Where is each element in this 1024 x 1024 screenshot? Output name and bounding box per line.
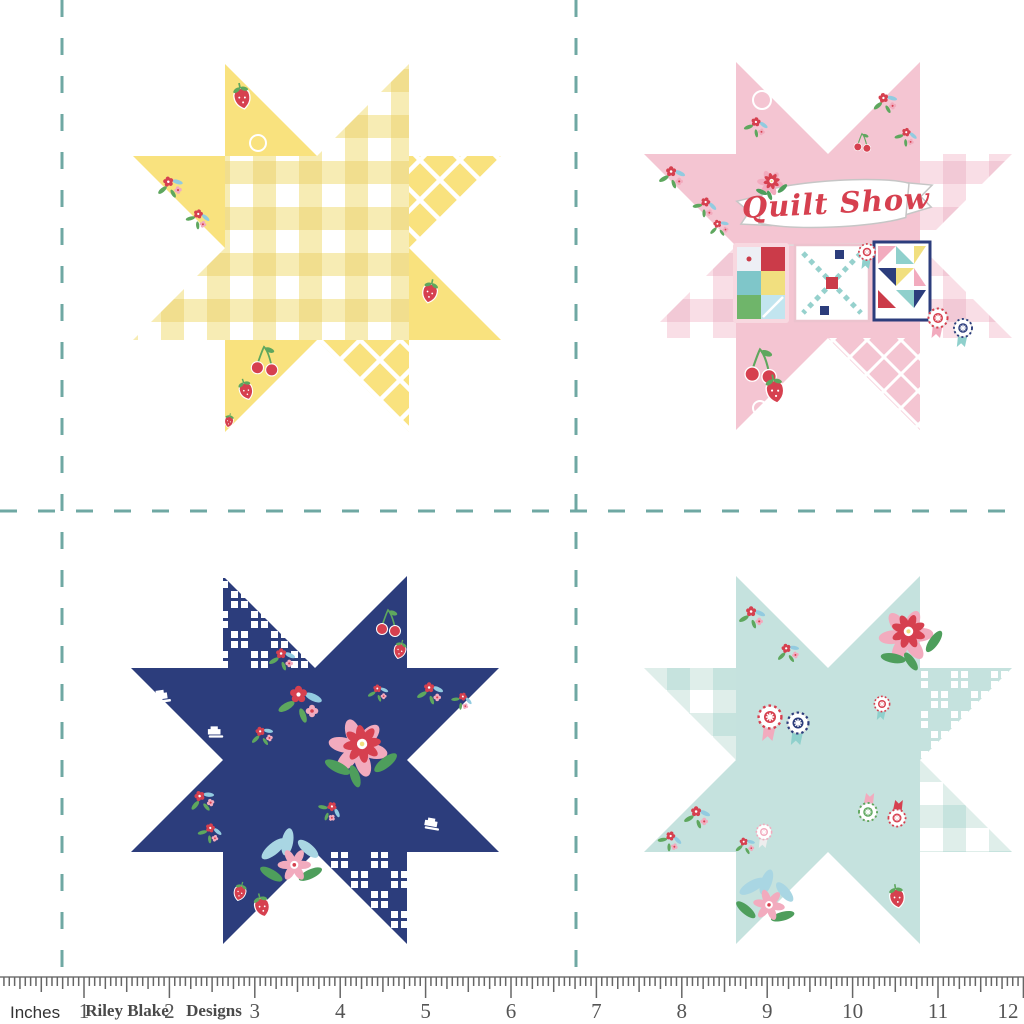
quilt-star-yellow bbox=[133, 64, 501, 432]
ruler-ticks: 1 2 3 4 5 6 7 8 9 10 11 12 bbox=[3, 977, 1024, 1023]
ruler-number: 9 bbox=[762, 999, 773, 1023]
star-point bbox=[315, 852, 407, 944]
mini-quilt-patchwork bbox=[733, 243, 789, 323]
star-point bbox=[920, 154, 1012, 246]
ruler-brand-name: Riley Blake bbox=[85, 1001, 169, 1020]
star-point bbox=[409, 156, 501, 248]
strawberry-outline-motif bbox=[752, 90, 772, 110]
star-point bbox=[315, 576, 407, 668]
ruler-number: 7 bbox=[591, 999, 602, 1023]
star-point bbox=[920, 668, 1012, 760]
flower-outline-motif bbox=[752, 400, 768, 416]
ruler-number: 10 bbox=[842, 999, 863, 1023]
star-point bbox=[736, 852, 828, 944]
cutting-guides bbox=[0, 0, 1024, 970]
mini-quilt-pinwheel bbox=[872, 240, 932, 322]
star-point bbox=[920, 760, 1012, 852]
star-point bbox=[317, 64, 409, 156]
star-point bbox=[133, 248, 225, 340]
star-point bbox=[828, 338, 920, 430]
star-point bbox=[736, 576, 828, 668]
star-point bbox=[225, 340, 317, 432]
star-center-square bbox=[225, 156, 409, 340]
star-point bbox=[225, 64, 317, 156]
quilt-star-navy bbox=[131, 576, 499, 944]
ruler-number: 8 bbox=[677, 999, 688, 1023]
flower-outline-motif bbox=[249, 134, 267, 152]
ruler-number: 5 bbox=[420, 999, 431, 1023]
ruler-number: 12 bbox=[998, 999, 1019, 1023]
mini-quilt-chain bbox=[793, 243, 871, 323]
ruler-unit-label: Inches bbox=[10, 1003, 60, 1022]
ruler-brand-designs: Designs bbox=[186, 1001, 242, 1020]
star-point bbox=[131, 668, 223, 760]
star-point bbox=[644, 668, 736, 760]
quilt-star-pink: Quilt Show bbox=[644, 62, 1012, 430]
star-point bbox=[828, 852, 920, 944]
ruler-number: 6 bbox=[506, 999, 517, 1023]
star-point bbox=[409, 248, 501, 340]
star-point bbox=[223, 576, 315, 668]
star-point bbox=[644, 760, 736, 852]
ruler-number: 2 bbox=[164, 999, 175, 1023]
ruler-number: 3 bbox=[250, 999, 261, 1023]
star-point bbox=[644, 246, 736, 338]
star-point bbox=[131, 760, 223, 852]
ruler-number: 1 bbox=[79, 999, 90, 1023]
quilt-star-aqua bbox=[644, 576, 1012, 944]
ruler-number: 4 bbox=[335, 999, 346, 1023]
ruler: 1 2 3 4 5 6 7 8 9 10 11 12 Inches Riley Blake Desig… bbox=[0, 974, 1024, 1024]
star-point bbox=[317, 340, 409, 432]
ruler-number: 11 bbox=[928, 999, 948, 1023]
